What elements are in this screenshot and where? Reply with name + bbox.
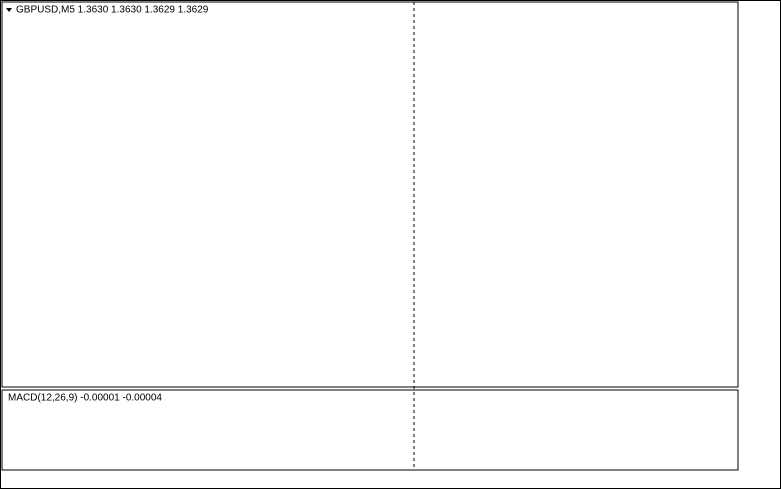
macd-title: MACD(12,26,9) -0.00001 -0.00004: [8, 393, 162, 404]
macd-panel: [1, 389, 739, 471]
price-panel: [1, 1, 739, 388]
chart-title: GBPUSD,M5 1.3630 1.3630 1.3629 1.3629: [16, 5, 209, 16]
menu-triangle: [6, 8, 12, 12]
